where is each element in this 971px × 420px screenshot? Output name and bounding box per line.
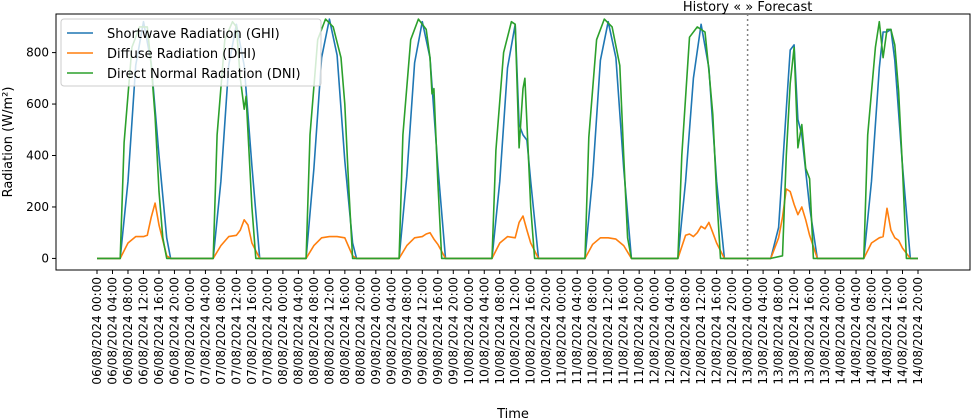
x-tick-label: 14/08/2024 20:00 — [911, 277, 925, 385]
legend-label-dni: Direct Normal Radiation (DNI) — [107, 67, 301, 82]
x-tick-label: 06/08/2024 16:00 — [152, 277, 166, 385]
x-tick-label: 13/08/2024 12:00 — [787, 277, 801, 385]
y-tick-label: 600 — [26, 97, 49, 111]
legend-label-ghi: Shortwave Radiation (GHI) — [107, 27, 280, 42]
x-tick-label: 11/08/2024 16:00 — [617, 277, 631, 385]
x-tick-label: 06/08/2024 08:00 — [121, 277, 135, 385]
x-tick-label: 10/08/2024 04:00 — [477, 277, 491, 385]
x-tick-label: 08/08/2024 04:00 — [291, 277, 305, 385]
x-tick-label: 13/08/2024 04:00 — [756, 277, 770, 385]
x-tick-label: 14/08/2024 04:00 — [849, 277, 863, 385]
x-tick-label: 06/08/2024 12:00 — [137, 277, 151, 385]
x-tick-label: 13/08/2024 16:00 — [803, 277, 817, 385]
x-tick-label: 11/08/2024 00:00 — [555, 277, 569, 385]
x-tick-label: 09/08/2024 12:00 — [415, 277, 429, 385]
x-tick-label: 12/08/2024 08:00 — [679, 277, 693, 385]
y-axis: 0 200 400 600 800 — [26, 46, 56, 265]
x-tick-label: 10/08/2024 20:00 — [539, 277, 553, 385]
legend-box — [60, 18, 322, 87]
x-tick-label: 08/08/2024 00:00 — [276, 277, 290, 385]
y-tick-label: 0 — [41, 251, 49, 265]
legend-label-dhi: Diffuse Radiation (DHI) — [107, 47, 256, 62]
x-axis: 06/08/2024 00:00 06/08/2024 04:00 06/08/20… — [90, 270, 925, 385]
x-tick-label: 09/08/2024 04:00 — [384, 277, 398, 385]
x-tick-label: 10/08/2024 16:00 — [524, 277, 538, 385]
series-line-dhi — [97, 188, 918, 260]
x-tick-label: 11/08/2024 12:00 — [601, 277, 615, 385]
x-tick-label: 06/08/2024 00:00 — [90, 277, 104, 385]
x-tick-label: 13/08/2024 20:00 — [818, 277, 832, 385]
x-tick-label: 12/08/2024 20:00 — [725, 277, 739, 385]
x-tick-label: 12/08/2024 04:00 — [663, 277, 677, 385]
y-tick-label: 400 — [26, 149, 49, 163]
x-tick-label: 09/08/2024 08:00 — [400, 277, 414, 385]
x-tick-label: 13/08/2024 00:00 — [741, 277, 755, 385]
x-tick-label: 06/08/2024 04:00 — [106, 277, 120, 385]
x-axis-label: Time — [496, 407, 529, 420]
x-tick-label: 07/08/2024 08:00 — [214, 277, 228, 385]
x-tick-label: 07/08/2024 20:00 — [260, 277, 274, 385]
y-tick-label: 800 — [26, 46, 49, 60]
legend: Shortwave Radiation (GHI) Diffuse Radiati… — [60, 18, 322, 87]
x-tick-label: 07/08/2024 00:00 — [183, 277, 197, 385]
x-tick-label: 08/08/2024 20:00 — [353, 277, 367, 385]
x-tick-label: 12/08/2024 00:00 — [648, 277, 662, 385]
x-tick-label: 06/08/2024 20:00 — [168, 277, 182, 385]
x-tick-label: 12/08/2024 12:00 — [694, 277, 708, 385]
x-tick-label: 14/08/2024 00:00 — [834, 277, 848, 385]
x-tick-label: 09/08/2024 16:00 — [431, 277, 445, 385]
x-tick-label: 07/08/2024 04:00 — [198, 277, 212, 385]
x-tick-label: 09/08/2024 20:00 — [446, 277, 460, 385]
y-axis-label: Radiation (W/m²) — [1, 87, 16, 198]
x-tick-label: 07/08/2024 16:00 — [245, 277, 259, 385]
x-tick-label: 08/08/2024 08:00 — [307, 277, 321, 385]
x-tick-label: 11/08/2024 20:00 — [632, 277, 646, 385]
x-tick-label: 10/08/2024 00:00 — [462, 277, 476, 385]
y-tick-label: 200 — [26, 200, 49, 214]
x-tick-label: 10/08/2024 12:00 — [508, 277, 522, 385]
x-tick-label: 11/08/2024 04:00 — [570, 277, 584, 385]
x-tick-label: 09/08/2024 00:00 — [369, 277, 383, 385]
x-tick-label: 08/08/2024 16:00 — [338, 277, 352, 385]
x-tick-label: 14/08/2024 16:00 — [896, 277, 910, 385]
x-tick-label: 12/08/2024 16:00 — [710, 277, 724, 385]
x-tick-label: 11/08/2024 08:00 — [586, 277, 600, 385]
plot-area-frame — [55, 13, 971, 271]
x-tick-label: 08/08/2024 12:00 — [322, 277, 336, 385]
x-tick-label: 13/08/2024 08:00 — [772, 277, 786, 385]
history-forecast-label: History « » Forecast — [683, 0, 813, 15]
x-tick-label: 14/08/2024 12:00 — [880, 277, 894, 385]
x-tick-label: 07/08/2024 12:00 — [229, 277, 243, 385]
x-tick-label: 14/08/2024 08:00 — [865, 277, 879, 385]
x-tick-label: 10/08/2024 08:00 — [493, 277, 507, 385]
